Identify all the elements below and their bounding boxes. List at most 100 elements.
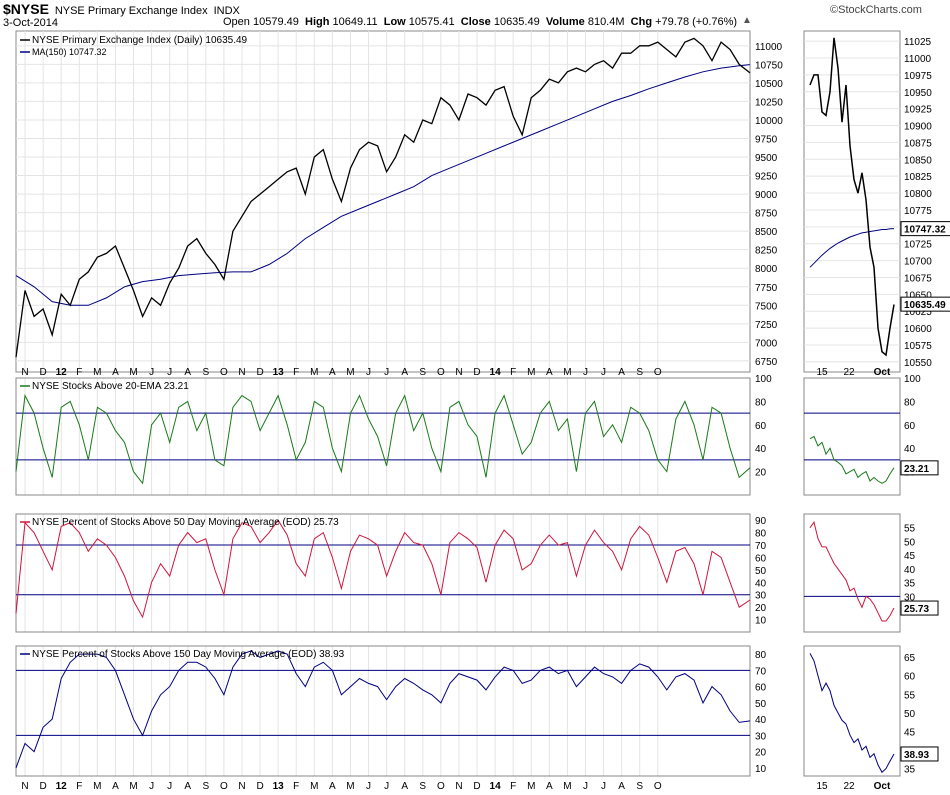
x-tick-label: J [149,781,154,792]
x-tick-label: S [419,367,426,378]
x-tick-label: D [473,367,480,378]
x-tick-label: A [329,367,336,378]
x-tick-label: M [346,781,354,792]
x-tick-label: N [21,781,28,792]
x-tick-label: 14 [490,367,502,378]
zoom-indicator-value: 23.21 [904,464,929,475]
x-tick-label: S [636,367,643,378]
chg-label: Chg [630,16,653,28]
x-tick-label: A [618,781,625,792]
indicator-line [15,650,751,769]
x-tick-label: A [401,781,408,792]
zoom-y-tick-label: 10550 [904,358,932,369]
x-tick-label: J [601,781,606,792]
zoom-indicator-line [809,653,895,774]
zoom-y-tick-label: 11025 [904,37,932,48]
x-tick-label: 12 [56,367,68,378]
indicator-line [15,393,751,485]
y-tick-label: 7000 [755,338,778,349]
zoom-y-tick-label: 45 [904,727,916,738]
x-tick-label: O [654,781,662,792]
y-tick-label: 10500 [755,79,783,90]
zoom-price-line [809,37,895,357]
y-tick-label: 100 [755,374,772,385]
x-tick-label: O [654,367,662,378]
y-tick-label: 10750 [755,60,783,71]
indicator-title: NYSE Stocks Above 20-EMA 23.21 [32,381,189,392]
x-tick-label: M [527,367,535,378]
x-tick-label: F [510,781,516,792]
x-tick-label: J [366,781,371,792]
x-tick-label: J [366,367,371,378]
y-tick-label: 7250 [755,320,778,331]
zoom-indicator-value-box [900,746,939,762]
x-tick-label: D [256,367,263,378]
zoom-y-tick-label: 65 [904,653,916,664]
x-tick-label: M [129,367,137,378]
zoom-indicator-line [809,435,895,484]
zoom-y-tick-label: 10675 [904,273,932,284]
x-tick-label: A [618,367,625,378]
x-tick-label: M [310,367,318,378]
zoom-y-tick-label: 10825 [904,172,932,183]
indicator-panel-frame [15,645,751,777]
y-tick-label: 8750 [755,209,778,220]
high-value: 10649.11 [332,16,378,28]
y-tick-label: 60 [755,421,767,432]
ma150-line [15,64,751,306]
zoom-y-tick-label: 10925 [904,105,932,116]
zoom-y-tick-label: 40 [904,444,916,455]
y-tick-label: 9750 [755,134,778,145]
x-tick-label: D [473,781,480,792]
legend-price-label: NYSE Primary Exchange Index (Daily) 1063… [32,35,248,46]
x-tick-label: M [563,781,571,792]
x-tick-label: F [293,781,299,792]
x-tick-label: J [149,367,154,378]
x-tick-label: N [455,781,462,792]
open-value: 10579.49 [252,16,299,28]
zoom-indicator-value-box [900,460,939,476]
chart-date: 3-Oct-2014 [3,17,59,29]
zoom-y-tick-label: 10850 [904,155,932,166]
zoom-indicator-value: 25.73 [904,604,929,615]
y-tick-label: 10000 [755,116,783,127]
y-tick-label: 80 [755,397,767,408]
zoom-y-tick-label: 50 [904,709,916,720]
y-tick-label: 6750 [755,357,778,368]
x-tick-label: M [346,367,354,378]
indicator-title: NYSE Percent of Stocks Above 150 Day Mov… [32,649,345,660]
symbol-text: $NYSE [3,1,49,17]
zoom-x-tick-label: 22 [843,781,855,792]
x-tick-label: O [437,781,445,792]
y-tick-label: 30 [755,731,767,742]
zoom-indicator-panel-frame [803,645,901,777]
zoom-y-tick-label: 10975 [904,71,932,82]
x-tick-label: A [401,367,408,378]
zoom-indicator-panel-frame [803,377,901,496]
x-tick-label: O [220,367,228,378]
volume-label: Volume [545,16,585,28]
y-tick-label: 80 [755,650,767,661]
price-line [15,37,751,358]
high-label: High [305,16,330,28]
x-tick-label: A [546,367,553,378]
zoom-y-tick-label: 10725 [904,240,932,251]
zoom-y-tick-label: 35 [904,765,916,776]
x-tick-label: M [310,781,318,792]
x-tick-label: A [184,367,191,378]
x-tick-label: F [76,781,82,792]
y-tick-label: 8250 [755,246,778,257]
y-tick-label: 20 [755,468,767,479]
x-tick-label: A [112,367,119,378]
y-tick-label: 11000 [755,42,783,53]
x-tick-label: J [384,781,389,792]
zoom-y-tick-label: 100 [904,374,921,385]
x-tick-label: 12 [56,781,68,792]
zoom-indicator-value-box [900,600,939,616]
x-tick-label: S [419,781,426,792]
zoom-x-tick-label: Oct [874,367,891,378]
y-tick-label: 40 [755,715,767,726]
low-value: 10575.41 [408,16,455,28]
zoom-y-tick-label: 10950 [904,88,932,99]
